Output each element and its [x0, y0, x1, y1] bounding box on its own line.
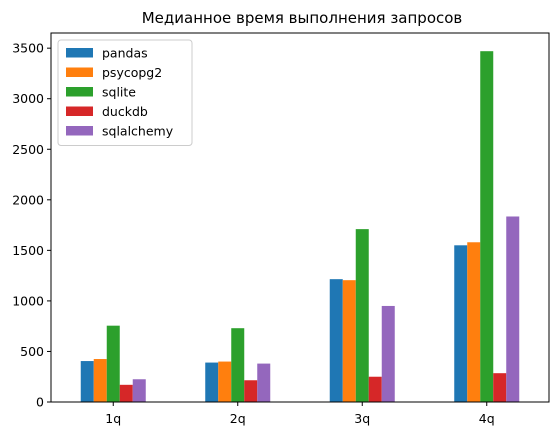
legend-label-psycopg2: psycopg2 [102, 65, 162, 80]
y-tick-label: 1500 [12, 243, 44, 258]
bar-duckdb-3q [368, 376, 382, 402]
bar-sqlalchemy-3q [381, 305, 395, 402]
bar-sqlite-1q [106, 325, 120, 402]
bar-duckdb-2q [244, 380, 258, 402]
x-tick-label: 1q [105, 411, 121, 426]
ticks-group: 1q 2q 3q 4q 0 500 1000 1500 2000 2500 3000 3500 [12, 41, 495, 426]
bars-group [80, 51, 520, 402]
x-tick-label: 4q [479, 411, 495, 426]
bar-duckdb-1q [119, 384, 133, 402]
bar-psycopg2-1q [93, 359, 107, 402]
x-tick-label: 2q [230, 411, 246, 426]
bar-sqlite-2q [231, 328, 245, 402]
y-tick-label: 2000 [12, 192, 44, 207]
bar-sqlalchemy-2q [257, 363, 271, 402]
bar-psycopg2-2q [218, 361, 232, 402]
legend-swatch-duckdb [66, 106, 93, 116]
y-tick-label: 3500 [12, 41, 44, 56]
bar-pandas-1q [80, 361, 94, 402]
y-tick-label: 2500 [12, 142, 44, 157]
legend-label-pandas: pandas [102, 46, 148, 61]
y-tick-label: 500 [20, 344, 44, 359]
bar-duckdb-4q [493, 373, 507, 402]
legend-box [57, 39, 193, 146]
legend-label-sqlalchemy: sqlalchemy [102, 124, 174, 139]
bar-pandas-3q [329, 279, 343, 402]
chart-title: Медианное время выполнения запросов [142, 9, 463, 27]
legend-swatch-psycopg2 [66, 67, 93, 77]
legend-swatch-sqlite [66, 87, 93, 97]
bar-psycopg2-4q [467, 242, 481, 402]
y-tick-label: 0 [36, 395, 44, 410]
bar-pandas-2q [205, 362, 219, 402]
y-tick-label: 3000 [12, 91, 44, 106]
plot-frame [50, 32, 550, 403]
legend-swatch-sqlalchemy [66, 126, 93, 136]
bar-pandas-4q [454, 245, 468, 402]
x-tick-label: 3q [354, 411, 370, 426]
legend-label-duckdb: duckdb [102, 104, 148, 119]
bar-sqlalchemy-4q [506, 216, 520, 402]
legend: pandas psycopg2 sqlite duckdb sqlalchemy [57, 39, 193, 146]
y-tick-label: 1000 [12, 293, 44, 308]
bar-psycopg2-3q [342, 280, 356, 402]
bar-sqlite-4q [480, 51, 494, 402]
axes-group [50, 32, 550, 403]
bar-sqlite-3q [355, 229, 369, 402]
legend-label-sqlite: sqlite [102, 85, 136, 100]
legend-swatch-pandas [66, 48, 93, 58]
bar-sqlalchemy-1q [132, 379, 146, 402]
